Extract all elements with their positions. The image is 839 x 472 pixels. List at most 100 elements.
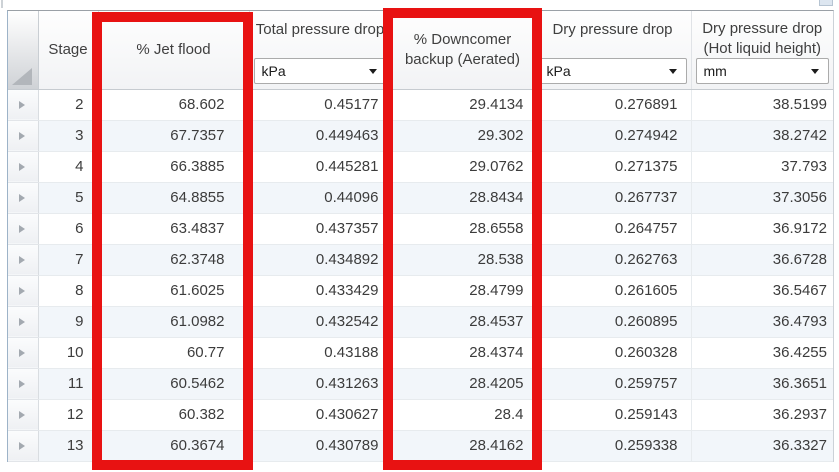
cell-dry-pd-mm[interactable]: 36.2937 (690, 399, 833, 431)
cell-dry-pd[interactable]: 0.261605 (533, 275, 691, 307)
cell-dry-pd[interactable]: 0.267737 (533, 182, 691, 214)
cell-downcomer[interactable]: 28.4799 (390, 275, 534, 307)
cell-stage[interactable]: 11 (37, 368, 98, 400)
cell-jet-flood[interactable]: 63.4837 (97, 213, 249, 245)
cell-downcomer[interactable]: 28.8434 (390, 182, 534, 214)
cell-downcomer[interactable]: 28.4205 (390, 368, 534, 400)
top-right-ui-fragment (819, 0, 833, 6)
column-header-total-pressure-drop[interactable]: Total pressure drop kPa (248, 11, 391, 90)
cell-jet-flood[interactable]: 66.3885 (97, 151, 249, 183)
cell-total-pd[interactable]: 0.449463 (248, 120, 391, 152)
cell-dry-pd[interactable]: 0.260895 (533, 306, 691, 338)
row-selector[interactable] (8, 244, 39, 276)
cell-total-pd[interactable]: 0.434892 (248, 244, 391, 276)
cell-jet-flood[interactable]: 61.6025 (97, 275, 249, 307)
column-header-jet-flood[interactable]: % Jet flood (97, 11, 249, 90)
cell-jet-flood[interactable]: 60.3674 (97, 430, 249, 462)
select-all-corner[interactable] (8, 11, 39, 90)
cell-total-pd[interactable]: 0.43188 (248, 337, 391, 369)
cell-dry-pd-mm[interactable]: 36.9172 (690, 213, 833, 245)
unit-dropdown-dry-pressure-drop[interactable]: kPa (538, 57, 687, 84)
cell-stage[interactable]: 7 (37, 244, 98, 276)
cell-stage[interactable]: 4 (37, 151, 98, 183)
cell-total-pd[interactable]: 0.445281 (248, 151, 391, 183)
cell-stage[interactable]: 2 (37, 89, 98, 121)
cell-downcomer[interactable]: 28.6558 (390, 213, 534, 245)
row-selector[interactable] (8, 213, 39, 245)
cell-stage[interactable]: 5 (37, 182, 98, 214)
cell-downcomer[interactable]: 28.4374 (390, 337, 534, 369)
row-selector[interactable] (8, 306, 39, 338)
row-selector[interactable] (8, 399, 39, 431)
cell-jet-flood[interactable]: 61.0982 (97, 306, 249, 338)
cell-dry-pd-mm[interactable]: 36.4255 (690, 337, 833, 369)
cell-stage[interactable]: 13 (37, 430, 98, 462)
cell-dry-pd-mm[interactable]: 36.6728 (690, 244, 833, 276)
cell-dry-pd[interactable]: 0.259338 (533, 430, 691, 462)
cell-dry-pd[interactable]: 0.271375 (533, 151, 691, 183)
cell-total-pd[interactable]: 0.44096 (248, 182, 391, 214)
row-selector[interactable] (8, 120, 39, 152)
cell-stage[interactable]: 12 (37, 399, 98, 431)
row-selector[interactable] (8, 430, 39, 462)
column-header-label: Dry pressure drop (552, 21, 673, 38)
cell-dry-pd-mm[interactable]: 38.2742 (690, 120, 833, 152)
cell-total-pd[interactable]: 0.437357 (248, 213, 391, 245)
cell-dry-pd[interactable]: 0.259143 (533, 399, 691, 431)
cell-jet-flood[interactable]: 60.382 (97, 399, 249, 431)
cell-total-pd[interactable]: 0.431263 (248, 368, 391, 400)
cell-total-pd[interactable]: 0.45177 (248, 89, 391, 121)
cell-dry-pd-mm[interactable]: 38.5199 (690, 89, 833, 121)
cell-downcomer[interactable]: 29.0762 (390, 151, 534, 183)
cell-downcomer[interactable]: 28.538 (390, 244, 534, 276)
row-selector[interactable] (8, 337, 39, 369)
cell-dry-pd[interactable]: 0.260328 (533, 337, 691, 369)
cell-downcomer[interactable]: 28.4537 (390, 306, 534, 338)
cell-jet-flood[interactable]: 60.5462 (97, 368, 249, 400)
row-arrow-icon (19, 224, 25, 233)
row-selector[interactable] (8, 275, 39, 307)
cell-total-pd[interactable]: 0.430627 (248, 399, 391, 431)
column-header-stage[interactable]: Stage (37, 11, 98, 90)
cell-downcomer[interactable]: 28.4162 (390, 430, 534, 462)
table-row: 13 60.3674 0.430789 28.4162 0.259338 36.3327 (8, 430, 833, 462)
cell-downcomer[interactable]: 29.4134 (390, 89, 534, 121)
cell-stage[interactable]: 8 (37, 275, 98, 307)
unit-dropdown-total-pressure-drop[interactable]: kPa (253, 57, 387, 84)
cell-downcomer[interactable]: 29.302 (390, 120, 534, 152)
cell-dry-pd[interactable]: 0.276891 (533, 89, 691, 121)
cell-dry-pd-mm[interactable]: 37.3056 (690, 182, 833, 214)
cell-total-pd[interactable]: 0.433429 (248, 275, 391, 307)
cell-jet-flood[interactable]: 62.3748 (97, 244, 249, 276)
cell-stage[interactable]: 6 (37, 213, 98, 245)
cell-jet-flood[interactable]: 68.602 (97, 89, 249, 121)
cell-dry-pd[interactable]: 0.264757 (533, 213, 691, 245)
cell-total-pd[interactable]: 0.430789 (248, 430, 391, 462)
cell-jet-flood[interactable]: 64.8855 (97, 182, 249, 214)
cell-stage[interactable]: 3 (37, 120, 98, 152)
cell-stage[interactable]: 9 (37, 306, 98, 338)
column-header-downcomer-backup[interactable]: % Downcomer backup (Aerated) (390, 11, 534, 90)
cell-dry-pd[interactable]: 0.259757 (533, 368, 691, 400)
select-all-triangle-icon (12, 67, 32, 85)
row-selector[interactable] (8, 182, 39, 214)
cell-jet-flood[interactable]: 67.7357 (97, 120, 249, 152)
cell-downcomer[interactable]: 28.4 (390, 399, 534, 431)
cell-stage[interactable]: 10 (37, 337, 98, 369)
row-selector[interactable] (8, 151, 39, 183)
unit-dropdown-dry-pressure-drop-mm[interactable]: mm (695, 57, 829, 84)
cell-jet-flood[interactable]: 60.77 (97, 337, 249, 369)
cell-dry-pd-mm[interactable]: 37.793 (690, 151, 833, 183)
cell-dry-pd-mm[interactable]: 36.5467 (690, 275, 833, 307)
column-header-dry-pressure-drop[interactable]: Dry pressure drop kPa (533, 11, 691, 90)
cell-dry-pd-mm[interactable]: 36.3327 (690, 430, 833, 462)
row-selector[interactable] (8, 368, 39, 400)
cell-total-pd[interactable]: 0.432542 (248, 306, 391, 338)
row-arrow-icon (19, 286, 25, 295)
cell-dry-pd[interactable]: 0.262763 (533, 244, 691, 276)
cell-dry-pd-mm[interactable]: 36.4793 (690, 306, 833, 338)
column-header-dry-pressure-drop-hot-liquid[interactable]: Dry pressure drop (Hot liquid height) mm (690, 11, 833, 90)
row-selector[interactable] (8, 89, 39, 121)
cell-dry-pd[interactable]: 0.274942 (533, 120, 691, 152)
cell-dry-pd-mm[interactable]: 36.3651 (690, 368, 833, 400)
